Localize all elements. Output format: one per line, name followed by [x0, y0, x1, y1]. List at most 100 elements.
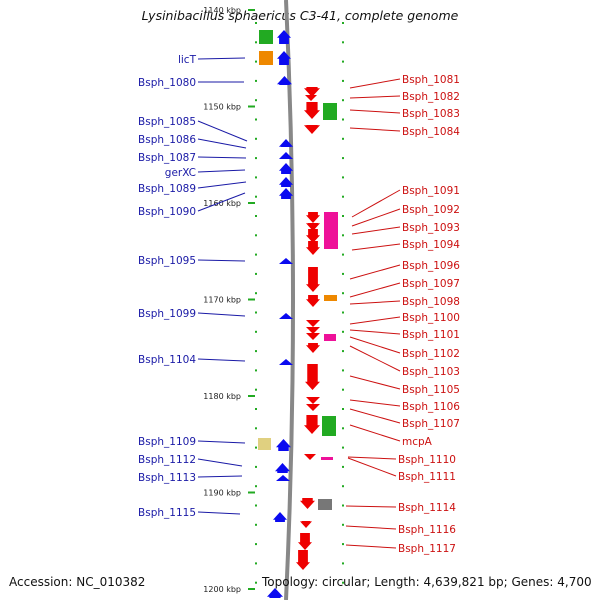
guide-dot: [342, 22, 344, 24]
guide-dot: [255, 581, 257, 584]
guide-dot: [342, 562, 344, 565]
scale-ticks: 1140 kbp 1150 kbp 1160 kbp 1170 kbp 1180 kbp…: [203, 6, 255, 594]
guide-dot: [255, 118, 257, 121]
forward-gene-arrow: [279, 177, 293, 187]
guide-dot: [342, 543, 344, 546]
reverse-gene-arrow: [306, 397, 320, 404]
leader-line-right: [349, 95, 401, 99]
leader-line-left: [197, 181, 247, 189]
guide-dot: [255, 234, 257, 237]
leader-line-left: [197, 312, 246, 317]
tick-mark: [248, 298, 255, 301]
gene-label-left: Bsph_1104: [138, 354, 196, 366]
guide-dot: [342, 388, 344, 391]
leader-line-left: [197, 138, 247, 149]
guide-dot: [342, 330, 344, 333]
leader-line-right: [349, 399, 401, 407]
gene-label-right: Bsph_1116: [398, 524, 456, 536]
magenta-feature: [324, 212, 338, 248]
guide-dot: [255, 157, 257, 160]
forward-gene-arrow: [279, 258, 293, 264]
green-feature: [323, 103, 337, 120]
guide-dot: [342, 292, 344, 295]
leader-line-right: [349, 282, 401, 298]
guide-dot: [255, 195, 257, 198]
leader-line-left: [197, 440, 246, 444]
gene-label-right: Bsph_1106: [402, 401, 460, 413]
guide-dot: [342, 195, 344, 198]
gene-label-right: Bsph_1098: [402, 296, 460, 308]
leader-line-left: [197, 511, 241, 515]
reverse-gene-arrow: [296, 550, 310, 570]
forward-gene-arrow: [276, 439, 291, 451]
tick-label: 1170 kbp: [203, 296, 241, 305]
gene-label-left: Bsph_1080: [138, 77, 196, 89]
guide-dot: [342, 427, 344, 430]
reverse-gene-arrow: [300, 498, 315, 509]
forward-gene-arrow: [279, 152, 293, 159]
guide-dot: [255, 272, 257, 275]
forward-gene-arrow: [279, 163, 293, 174]
right-labels: Bsph_1081 Bsph_1082 Bsph_1083 Bsph_1084 Bsph…: [345, 74, 460, 555]
gene-label-right: Bsph_1084: [402, 126, 460, 138]
gene-label-right: mcpA: [402, 436, 433, 448]
guide-dot: [255, 311, 257, 314]
leader-line-right: [349, 329, 401, 335]
features: [258, 30, 338, 598]
gene-label-right: Bsph_1102: [402, 348, 460, 360]
guide-dot: [342, 118, 344, 121]
reverse-gene-arrow: [305, 95, 317, 101]
forward-gene-arrow: [279, 188, 293, 199]
reverse-gene-arrow: [305, 364, 320, 390]
gene-label-left: Bsph_1113: [138, 472, 196, 484]
leader-line-right: [349, 345, 401, 372]
gene-label-right: Bsph_1092: [402, 204, 460, 216]
gene-label-left: gerXC: [165, 167, 196, 179]
leader-line-right: [349, 408, 401, 424]
guide-dot: [255, 22, 257, 24]
gene-label-right: Bsph_1097: [402, 278, 460, 290]
reverse-gene-arrow: [306, 267, 320, 292]
forward-gene-arrow: [276, 475, 290, 481]
guide-dot: [255, 215, 257, 217]
gene-label-left: Bsph_1099: [138, 308, 196, 320]
guide-dot: [255, 465, 257, 468]
tick-mark: [248, 105, 255, 108]
leader-line-left: [197, 169, 246, 173]
leader-line-left: [197, 458, 243, 467]
guide-dot: [255, 562, 257, 565]
guide-dot: [342, 60, 344, 63]
topology-length-genes-text: Topology: circular; Length: 4,639,821 bp…: [262, 575, 592, 589]
forward-gene-arrow: [279, 313, 293, 319]
guide-dot: [342, 446, 344, 449]
magenta-feature: [324, 244, 338, 249]
reverse-gene-arrow: [306, 320, 320, 327]
guide-dot: [342, 41, 344, 44]
leader-line-right: [345, 505, 397, 508]
leader-line-left: [197, 475, 243, 478]
forward-gene-arrow: [267, 588, 283, 598]
map-title: Lysinibacillus sphaericus C3-41, complet…: [141, 8, 459, 23]
guide-dot: [342, 465, 344, 468]
guide-dot: [255, 99, 257, 102]
guide-dot: [255, 79, 257, 82]
leader-line-right: [349, 375, 401, 390]
reverse-gene-arrow: [306, 343, 320, 353]
guide-dot: [342, 137, 344, 140]
khaki-feature: [258, 438, 271, 450]
guide-dot: [255, 408, 257, 410]
leader-line-right: [345, 544, 397, 549]
gray-feature: [318, 499, 332, 510]
forward-gene-arrow: [277, 76, 292, 85]
guide-dot: [342, 581, 344, 584]
left-labels: licT Bsph_1080 Bsph_1085 Bsph_1086 Bsph_1087…: [138, 54, 248, 519]
tick-label: 1150 kbp: [203, 103, 241, 112]
leader-line-left: [197, 192, 246, 212]
leader-line-right: [347, 457, 397, 477]
green-feature: [322, 416, 336, 436]
leader-line-right: [351, 243, 401, 251]
dots-right: [342, 22, 344, 584]
leader-line-right: [351, 226, 401, 235]
gene-label-right: Bsph_1101: [402, 329, 460, 341]
guide-dot: [255, 330, 257, 333]
